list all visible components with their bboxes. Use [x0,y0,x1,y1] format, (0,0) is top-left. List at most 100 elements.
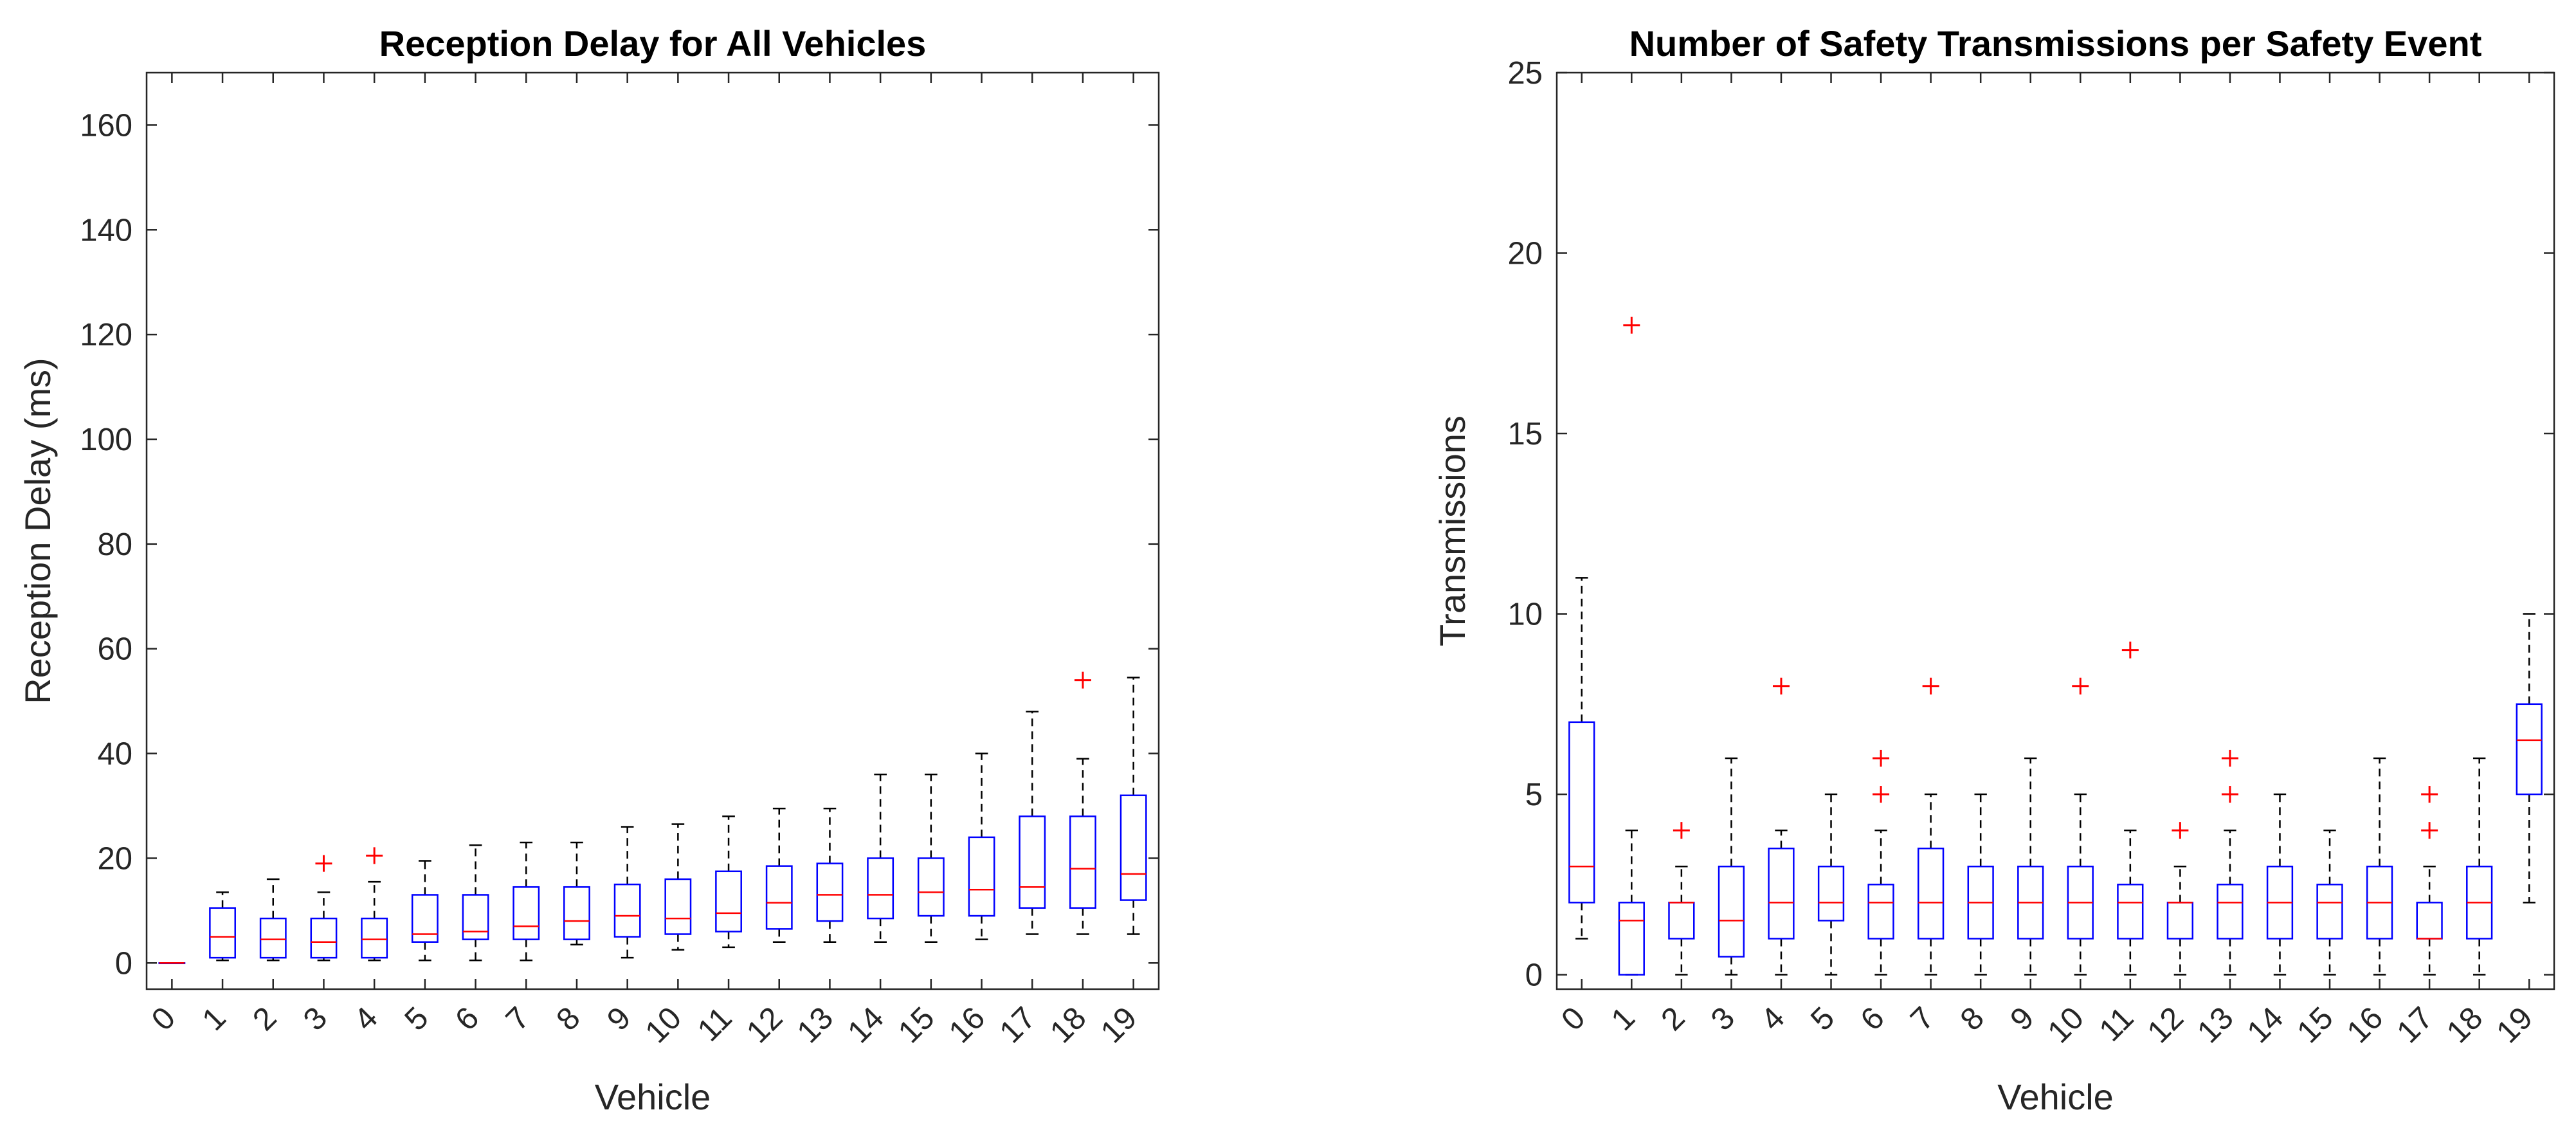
box-vehicle-14 [2266,793,2294,976]
box-vehicle-5 [411,860,439,961]
y-tick-label: 20 [1507,237,1543,271]
y-tick-label: 140 [80,213,132,248]
box-vehicle-16 [968,752,995,940]
box-vehicle-10 [2067,677,2094,976]
x-axis-label: Vehicle [595,1077,711,1117]
iqr-box [1618,902,1645,976]
outlier-marker [1873,786,1890,803]
outlier-marker [366,847,383,864]
iqr-box [1019,815,1046,909]
box-vehicle-9 [2017,757,2044,976]
outlier-marker [2421,822,2438,839]
box-vehicle-18 [1069,671,1096,935]
box-vehicle-17 [2416,786,2443,976]
box-vehicle-4 [361,847,388,961]
outlier-marker [1673,822,1690,839]
box-vehicle-14 [867,773,894,943]
box-vehicle-2 [259,878,287,961]
y-tick-label: 40 [97,737,132,772]
box-vehicle-7 [1917,677,1945,976]
iqr-box [1917,847,1945,940]
box-vehicle-19 [2516,613,2543,904]
box-vehicle-10 [664,823,692,951]
box-vehicle-6 [462,844,489,961]
iqr-box [563,886,590,940]
outlier-marker [1873,749,1890,767]
y-tick-label: 10 [1507,597,1543,632]
y-axis-label: Reception Delay (ms) [17,358,58,704]
iqr-box [816,862,844,922]
y-tick-label: 15 [1507,417,1543,451]
iqr-box [2516,703,2543,796]
outlier-marker [1074,671,1091,689]
box-vehicle-4 [1768,677,1795,976]
box-vehicle-15 [2316,829,2343,976]
outlier-marker [2172,822,2189,839]
iqr-box [867,857,894,920]
plot-area-tx [1556,71,2555,990]
box-vehicle-18 [2466,757,2493,976]
x-axis-label: Vehicle [1997,1077,2114,1117]
box-vehicle-16 [2366,757,2393,976]
box-vehicle-11 [715,815,742,949]
iqr-box [1817,866,1845,922]
y-tick-label: 25 [1507,56,1543,91]
box-vehicle-1 [1618,316,1645,976]
iqr-box [765,865,793,930]
y-axis-label: Transmissions [1432,415,1473,646]
box-vehicle-0 [1568,577,1595,940]
box-vehicle-8 [563,841,590,946]
y-tick-label: 20 [97,841,132,876]
box-vehicle-13 [816,807,844,943]
iqr-box [1867,884,1894,940]
box-vehicle-19 [1120,677,1147,935]
iqr-box [361,917,388,959]
chart-title: Number of Safety Transmissions per Safet… [1629,23,2482,64]
y-tick-label: 160 [80,108,132,143]
iqr-box [512,886,540,940]
outlier-marker [2421,786,2438,803]
y-tick-label: 100 [80,423,132,457]
outlier-marker [315,855,332,872]
box-vehicle-6 [1867,749,1894,976]
iqr-box [2316,884,2343,940]
box-vehicle-8 [1967,793,1994,976]
iqr-box [2217,884,2244,940]
box-vehicle-3 [1718,757,1745,976]
outlier-marker [2221,786,2238,803]
iqr-box [2117,884,2144,940]
iqr-box [259,917,287,959]
y-tick-label: 0 [115,946,132,981]
outlier-marker [1772,677,1790,695]
outlier-marker [2072,677,2089,695]
box-vehicle-12 [765,807,793,943]
y-tick-label: 120 [80,318,132,352]
outlier-marker [2221,749,2238,767]
box-vehicle-3 [310,855,338,961]
plot-area-delay [145,71,1160,990]
box-vehicle-15 [917,773,945,943]
iqr-box [1069,815,1096,909]
iqr-box [310,917,338,959]
box-vehicle-2 [1668,822,1695,976]
iqr-box [1768,847,1795,940]
box-vehicle-7 [512,841,540,961]
box-vehicle-5 [1817,793,1845,976]
iqr-box [1568,721,1595,904]
box-vehicle-12 [2166,822,2194,976]
iqr-box [664,878,692,935]
y-tick-label: 80 [97,527,132,562]
iqr-box [613,883,641,938]
outlier-marker [1623,316,1640,334]
iqr-box [1718,866,1745,958]
outlier-marker [1922,677,1939,695]
box-vehicle-13 [2217,749,2244,976]
iqr-box [1120,794,1147,901]
y-tick-label: 5 [1525,778,1543,812]
iqr-box [209,907,236,959]
iqr-box [462,894,489,940]
box-vehicle-1 [209,891,236,961]
chart-title: Reception Delay for All Vehicles [379,23,927,64]
